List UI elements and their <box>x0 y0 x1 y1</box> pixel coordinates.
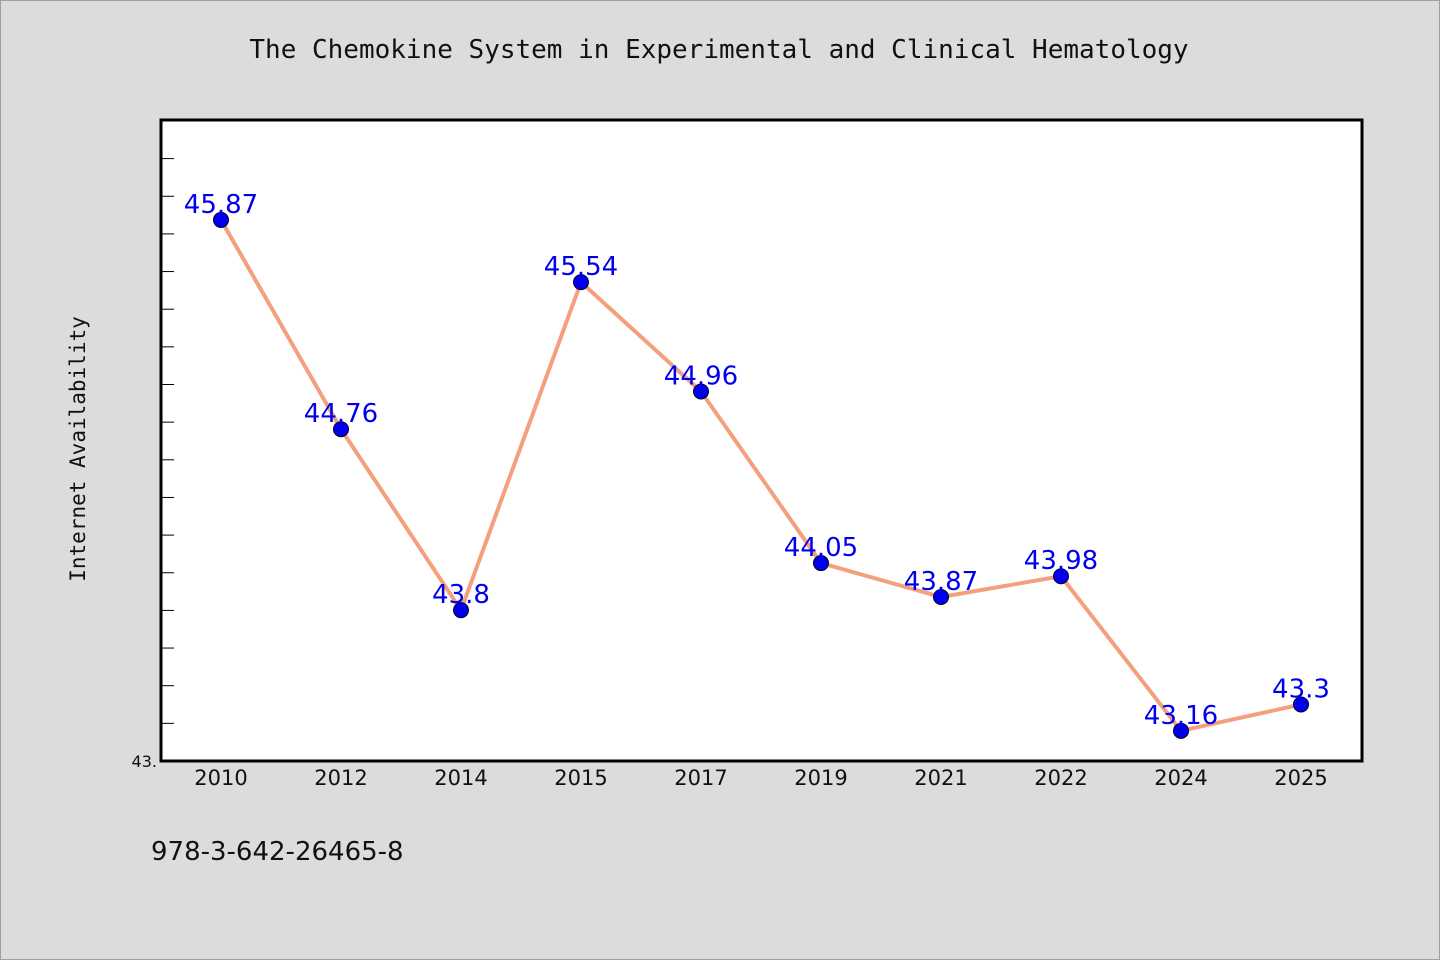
data-point <box>573 274 589 291</box>
data-point <box>453 602 469 619</box>
x-tick-label: 2021 <box>914 766 967 790</box>
x-tick-label: 2017 <box>674 766 727 790</box>
data-label: 44.76 <box>304 399 378 429</box>
data-point <box>213 211 229 228</box>
y-axis-min-label: 43. <box>132 752 157 771</box>
x-tick-label: 2012 <box>314 766 367 790</box>
plot-area <box>161 120 1362 761</box>
data-label: 45.87 <box>184 190 258 220</box>
data-label: 45.54 <box>544 252 618 282</box>
data-point <box>1293 696 1309 713</box>
x-tick-label: 2010 <box>194 766 247 790</box>
data-label: 44.05 <box>784 533 858 563</box>
data-point <box>813 555 829 572</box>
series-line <box>219 218 1302 733</box>
y-axis-ticks <box>161 158 174 724</box>
x-tick-label: 2015 <box>554 766 607 790</box>
x-tick-label: 2014 <box>434 766 487 790</box>
data-label: 43.16 <box>1144 701 1218 731</box>
data-point <box>693 383 709 400</box>
x-axis-ticks: 2010 2012 2014 2015 2017 2019 2021 2022 2024 2025 <box>194 766 1327 790</box>
x-tick-label: 2024 <box>1154 766 1207 790</box>
data-labels: 45.87 44.76 43.8 45.54 44.96 44.05 43.87 43.98 4… <box>184 190 1330 731</box>
data-label: 43.87 <box>904 567 978 597</box>
data-point <box>333 421 349 438</box>
x-tick-label: 2025 <box>1274 766 1327 790</box>
data-point <box>1173 722 1189 739</box>
data-label: 43.3 <box>1272 674 1330 704</box>
isbn-text: 978-3-642-26465-8 <box>151 837 404 867</box>
chart-title: The Chemokine System in Experimental and… <box>249 35 1189 65</box>
plot-border <box>159 118 1364 763</box>
data-label: 43.98 <box>1024 546 1098 576</box>
x-tick-label: 2022 <box>1034 766 1087 790</box>
x-tick-label: 2019 <box>794 766 847 790</box>
data-label: 43.8 <box>432 580 490 610</box>
data-label: 44.96 <box>664 361 738 391</box>
data-markers <box>213 211 1309 739</box>
data-point <box>933 588 949 605</box>
data-point <box>1053 568 1069 585</box>
